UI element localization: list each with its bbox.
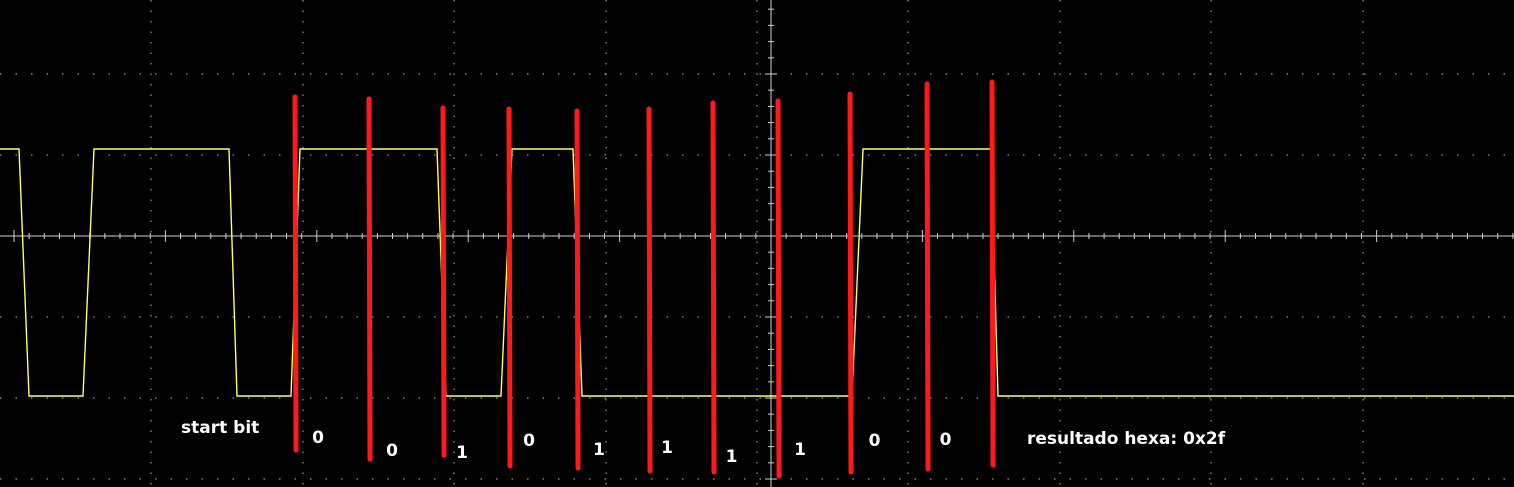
- bit-label: 1: [726, 447, 738, 467]
- bit-label: 0: [940, 430, 952, 450]
- bit-label: 1: [794, 440, 806, 460]
- bit-marker-line: [775, 98, 782, 479]
- bit-label: 1: [456, 443, 468, 463]
- start-bit-annotation: start bit: [181, 418, 259, 438]
- result-annotation: resultado hexa: 0x2f: [1027, 429, 1226, 449]
- bit-labels: 0 0 1 0 1 1 1 1 0 0: [312, 428, 952, 467]
- bit-label: 1: [593, 440, 605, 460]
- bit-label: 1: [661, 438, 673, 458]
- bit-marker-line: [292, 94, 299, 453]
- bit-marker-line: [710, 100, 717, 475]
- bit-marker-line: [924, 81, 931, 472]
- bit-marker-line: [646, 106, 653, 474]
- bit-label: 0: [312, 428, 324, 448]
- bit-marker-line: [574, 108, 581, 471]
- bit-marker-line: [366, 96, 373, 462]
- bit-marker-line: [989, 79, 996, 468]
- bit-marker-line: [440, 105, 447, 458]
- bit-label: 0: [386, 441, 398, 461]
- bit-markers: [292, 79, 996, 479]
- bit-marker-line: [847, 91, 854, 475]
- bit-label: 0: [523, 431, 535, 451]
- bit-label: 0: [869, 431, 881, 451]
- bit-marker-line: [506, 106, 513, 469]
